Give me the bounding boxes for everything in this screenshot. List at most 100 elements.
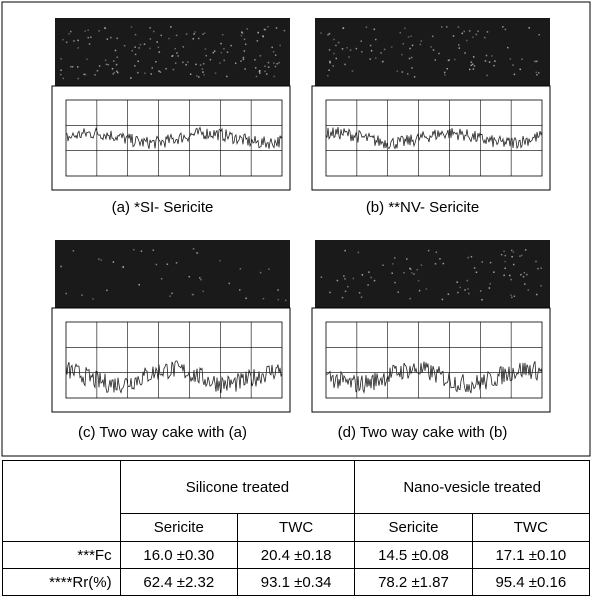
speckle — [411, 272, 413, 274]
speckle — [393, 257, 396, 259]
speckle — [98, 65, 101, 67]
results-table: Silicone treated Nano-vesicle treated Seri… — [2, 460, 591, 596]
speckle — [171, 292, 173, 295]
speckle — [360, 296, 363, 298]
speckle — [489, 283, 491, 285]
speckle — [279, 44, 281, 47]
speckle — [110, 36, 112, 39]
speckle — [60, 69, 62, 71]
speckle — [134, 65, 136, 67]
speckle — [392, 263, 394, 265]
speckle — [524, 249, 527, 251]
speckle — [156, 41, 158, 43]
speckle — [166, 263, 169, 265]
speckle — [475, 33, 478, 36]
speckle — [352, 277, 355, 280]
speckle — [472, 56, 475, 58]
speckle — [265, 73, 268, 75]
speckle — [396, 70, 399, 72]
speckle — [369, 44, 372, 47]
speckle — [275, 27, 278, 29]
speckle — [435, 251, 438, 254]
speckle — [508, 274, 511, 277]
speckle — [447, 59, 450, 62]
table-row: ***Fc 16.0 ±0.30 20.4 ±0.18 14.5 ±0.08 17.1 … — [2, 541, 591, 569]
speckle — [406, 258, 408, 260]
micrograph — [315, 18, 550, 86]
speckle — [399, 31, 402, 34]
speckle — [456, 281, 458, 283]
speckle — [534, 60, 536, 63]
speckle — [152, 249, 155, 252]
speckle — [328, 49, 331, 51]
speckle — [381, 61, 384, 63]
speckle — [470, 61, 473, 63]
speckle — [374, 57, 377, 59]
speckle — [226, 51, 229, 53]
speckle — [485, 54, 488, 57]
speckle — [116, 37, 118, 40]
speckle — [333, 38, 335, 41]
speckle — [134, 33, 137, 36]
speckle — [191, 293, 194, 296]
speckle — [524, 283, 526, 285]
speckle — [98, 30, 100, 32]
speckle — [361, 274, 364, 276]
speckle — [185, 33, 188, 35]
speckle — [342, 27, 344, 30]
speckle — [219, 259, 221, 262]
speckle — [243, 38, 246, 41]
speckle — [98, 258, 100, 260]
table-cell — [2, 460, 121, 542]
speckle — [470, 255, 473, 258]
speckle — [68, 33, 70, 35]
speckle — [87, 36, 89, 39]
speckle — [264, 70, 266, 73]
speckle — [472, 36, 474, 38]
speckle — [149, 27, 151, 29]
speckle — [160, 277, 163, 280]
speckle — [503, 274, 505, 277]
table-cell: 93.1 ±0.34 — [236, 568, 356, 596]
speckle — [329, 291, 331, 294]
speckle — [241, 32, 244, 34]
speckle — [149, 38, 152, 40]
profile-trace — [65, 360, 283, 394]
speckle — [328, 32, 331, 35]
micrograph — [315, 240, 550, 308]
speckle — [134, 53, 137, 56]
speckle — [137, 71, 139, 74]
speckle — [540, 285, 542, 287]
speckle — [192, 293, 195, 296]
speckle — [452, 35, 455, 37]
speckle — [259, 271, 262, 274]
speckle — [268, 268, 270, 270]
speckle — [481, 298, 483, 301]
speckle — [187, 61, 189, 63]
speckle — [427, 249, 430, 252]
speckle — [493, 64, 495, 67]
speckle — [520, 254, 523, 257]
speckle — [196, 252, 198, 254]
speckle — [104, 59, 107, 62]
speckle — [454, 58, 456, 61]
speckle — [370, 49, 373, 52]
speckle — [254, 59, 256, 61]
profile-axes — [65, 99, 283, 177]
speckle — [100, 259, 102, 261]
speckle — [484, 60, 487, 62]
speckle — [329, 60, 331, 63]
speckle — [520, 273, 522, 276]
speckle — [411, 44, 414, 47]
speckle — [504, 267, 506, 270]
speckle — [182, 46, 185, 48]
speckle — [114, 49, 117, 52]
speckle — [153, 30, 155, 33]
table-row: Sericite TWC Sericite TWC — [3, 513, 591, 542]
speckle — [504, 28, 507, 31]
speckle — [466, 279, 468, 282]
speckle — [272, 51, 275, 53]
speckle — [332, 65, 334, 67]
speckle — [407, 36, 410, 38]
